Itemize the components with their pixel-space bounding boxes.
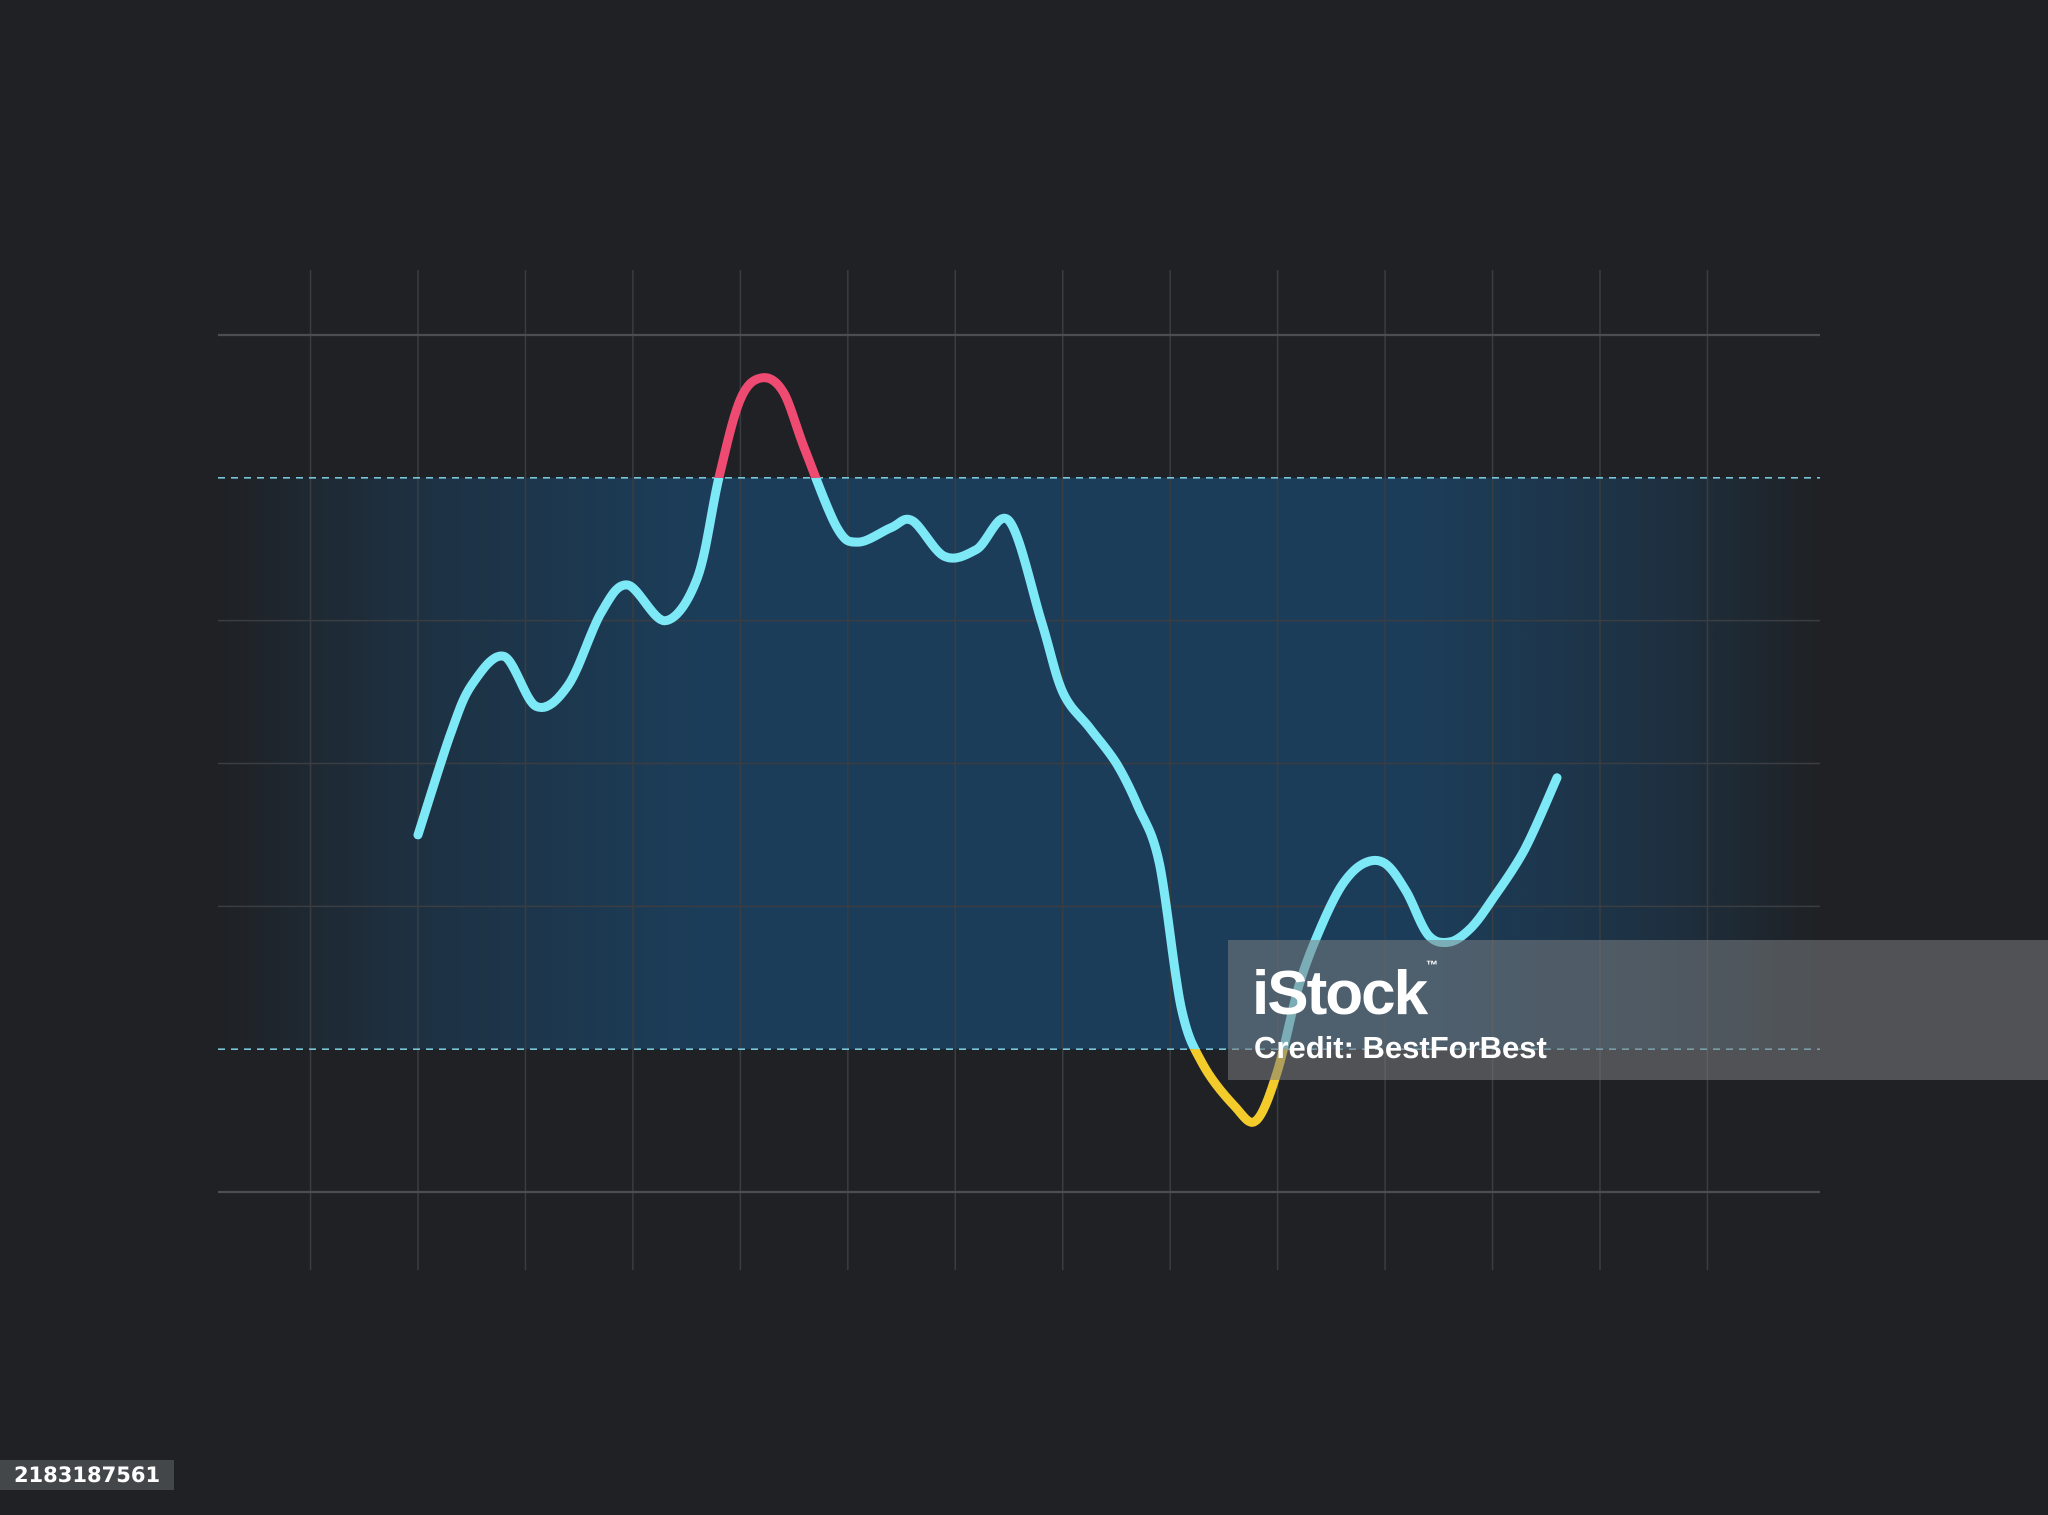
watermark-logo: iStock™ [1252,958,1439,1028]
watermark: iStock™ Credit: BestForBest [1228,940,2048,1080]
watermark-credit: Credit: BestForBest [1254,1030,1547,1065]
series-line-in-band [413,477,1562,1050]
image-id-tag: 2183187561 [0,1460,174,1490]
